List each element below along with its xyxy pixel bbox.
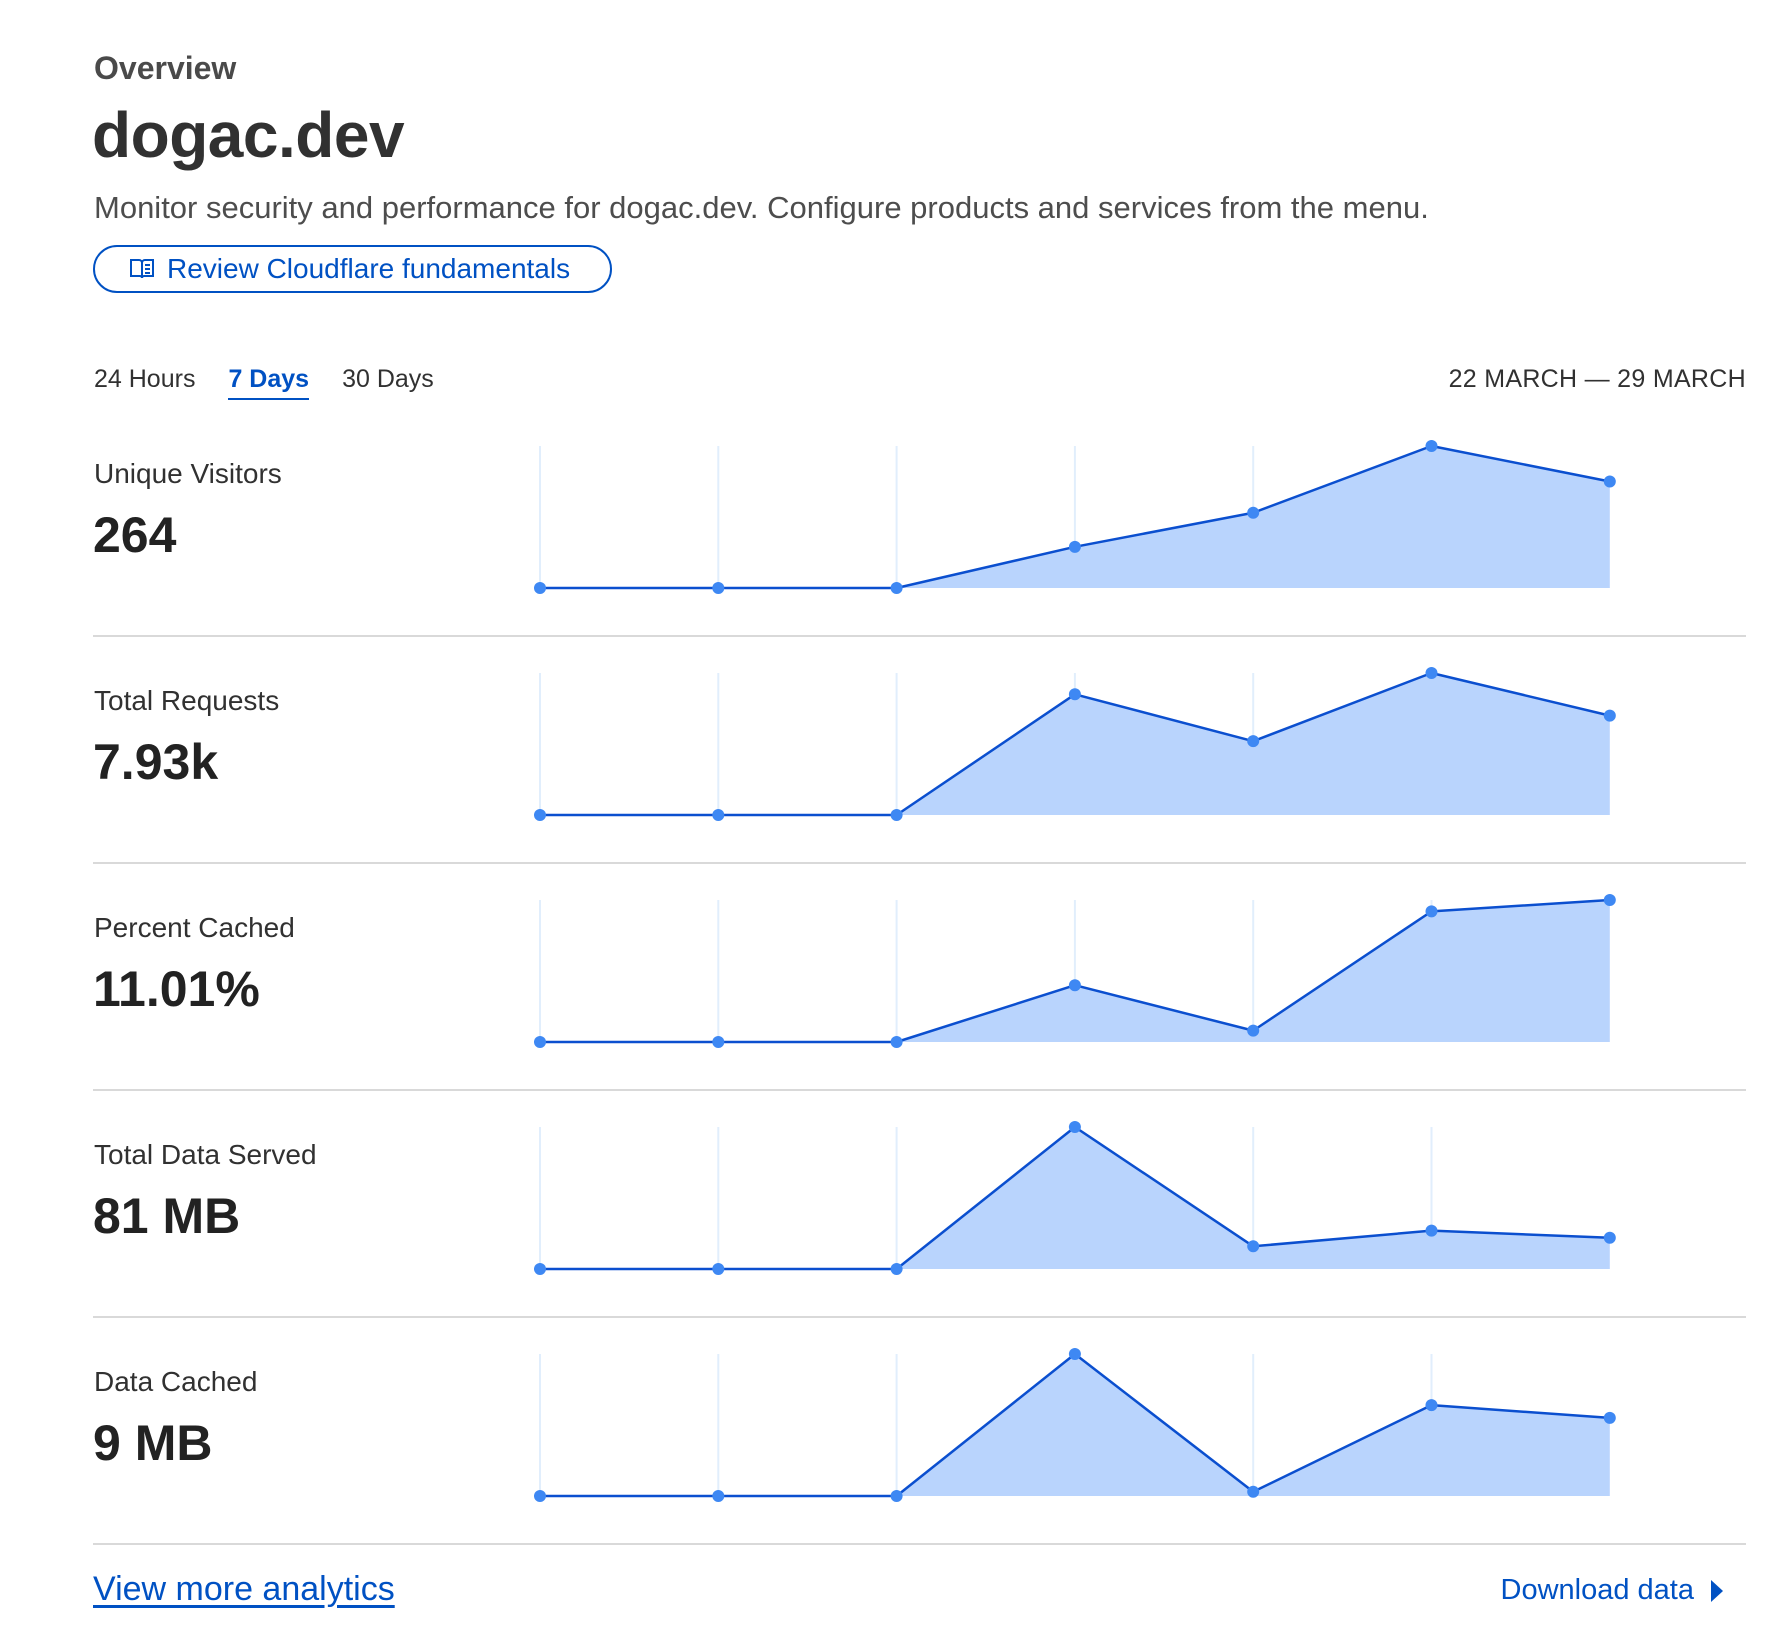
chart-point	[1247, 506, 1260, 519]
metric-percent-cached: Percent Cached 11.01%	[93, 864, 1746, 1091]
chart-point	[1603, 1231, 1616, 1244]
metric-label: Unique Visitors	[94, 458, 282, 489]
row-divider	[93, 1089, 1746, 1091]
row-divider	[93, 862, 1746, 864]
page-title: dogac.dev	[92, 99, 405, 171]
sparkline-chart	[534, 1121, 1616, 1275]
chart-point	[890, 1490, 903, 1502]
chart-point	[1247, 1024, 1260, 1037]
chart-point	[1603, 894, 1616, 906]
chart-point	[1425, 905, 1438, 918]
chart-point	[1603, 475, 1616, 488]
sparkline-chart	[534, 894, 1616, 1048]
row-divider	[93, 1543, 1746, 1545]
chart-point	[1603, 1411, 1616, 1424]
tab-7-days[interactable]: 7 Days	[228, 365, 310, 400]
book-icon	[127, 254, 157, 284]
chart-point	[1068, 540, 1081, 553]
metric-label: Percent Cached	[94, 912, 295, 943]
chart-point	[534, 809, 546, 821]
download-data-button[interactable]: Download data	[1501, 1574, 1724, 1607]
chart-point	[1425, 667, 1438, 679]
sparkline-chart	[534, 667, 1616, 821]
time-range-tabs: 24 Hours 7 Days 30 Days	[94, 365, 434, 400]
chart-area	[540, 1354, 1610, 1496]
sparkline-chart	[534, 1348, 1616, 1502]
metric-value: 11.01%	[93, 961, 260, 1017]
chart-point	[712, 1490, 725, 1502]
metric-unique-visitors: Unique Visitors 264	[93, 410, 1746, 637]
metric-value: 264	[93, 507, 177, 563]
metric-total-data-served: Total Data Served 81 MB	[93, 1091, 1746, 1318]
metric-value: 9 MB	[93, 1415, 213, 1471]
caret-right-icon	[1710, 1579, 1724, 1603]
page-subtitle: Monitor security and performance for dog…	[94, 190, 1429, 225]
chart-point	[534, 1490, 546, 1502]
tab-30-days[interactable]: 30 Days	[342, 365, 434, 393]
date-range: 22 MARCH — 29 MARCH	[1448, 365, 1746, 393]
chart-point	[1247, 1485, 1260, 1498]
page-eyebrow: Overview	[94, 50, 237, 86]
review-fundamentals-label: Review Cloudflare fundamentals	[167, 253, 571, 284]
chart-area	[540, 673, 1610, 815]
metric-label: Data Cached	[94, 1366, 258, 1397]
chart-point	[1068, 688, 1081, 701]
row-divider	[93, 635, 1746, 637]
chart-point	[534, 1036, 546, 1048]
chart-point	[712, 1263, 725, 1275]
download-data-label: Download data	[1500, 1574, 1694, 1606]
metric-value: 81 MB	[93, 1188, 241, 1244]
row-divider	[93, 1316, 1746, 1318]
chart-point	[890, 809, 903, 821]
chart-point	[1247, 1240, 1260, 1253]
chart-area	[540, 446, 1610, 588]
chart-point	[1068, 1348, 1081, 1360]
metric-data-cached: Data Cached 9 MB	[93, 1318, 1746, 1545]
chart-point	[712, 809, 725, 821]
chart-point	[1068, 1121, 1081, 1133]
review-fundamentals-button[interactable]: Review Cloudflare fundamentals	[93, 245, 612, 293]
chart-point	[1247, 735, 1260, 748]
chart-point	[1068, 979, 1081, 992]
chart-point	[1425, 1399, 1438, 1412]
chart-area	[540, 900, 1610, 1042]
metric-label: Total Data Served	[94, 1139, 317, 1170]
chart-point	[712, 582, 725, 594]
chart-point	[534, 1263, 546, 1275]
view-more-analytics-link[interactable]: View more analytics	[93, 1570, 395, 1608]
sparkline-chart	[534, 440, 1616, 594]
metric-value: 7.93k	[93, 734, 219, 790]
chart-area	[540, 1127, 1610, 1269]
metric-label: Total Requests	[94, 685, 280, 716]
chart-point	[712, 1036, 725, 1048]
chart-point	[1425, 1224, 1438, 1237]
chart-point	[1603, 709, 1616, 722]
chart-point	[534, 582, 546, 594]
chart-point	[1425, 440, 1438, 452]
chart-point	[890, 1036, 903, 1048]
metric-total-requests: Total Requests 7.93k	[93, 637, 1746, 864]
chart-point	[890, 582, 903, 594]
chart-point	[890, 1263, 903, 1275]
tab-24-hours[interactable]: 24 Hours	[94, 365, 196, 393]
